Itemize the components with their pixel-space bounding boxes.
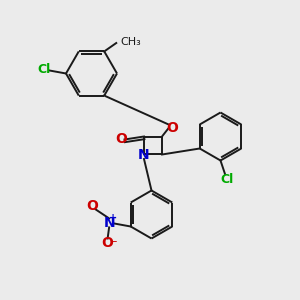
Text: Cl: Cl — [38, 63, 51, 76]
Text: O: O — [166, 121, 178, 134]
Text: +: + — [109, 213, 117, 223]
Text: N: N — [103, 216, 115, 230]
Text: ⁻: ⁻ — [110, 238, 117, 251]
Text: O: O — [115, 132, 127, 146]
Text: O: O — [101, 236, 113, 250]
Text: N: N — [138, 148, 149, 162]
Text: Cl: Cl — [220, 172, 234, 186]
Text: CH₃: CH₃ — [121, 37, 142, 47]
Text: O: O — [87, 200, 99, 213]
